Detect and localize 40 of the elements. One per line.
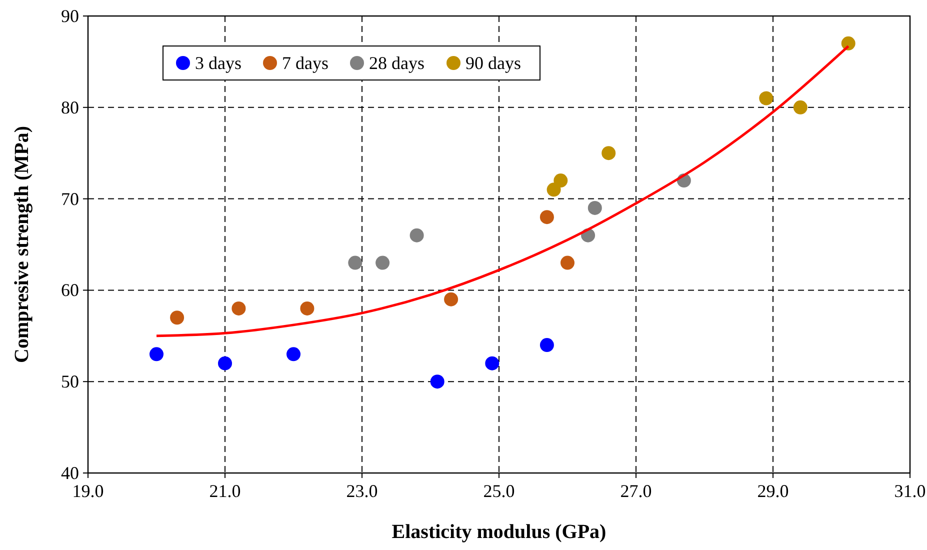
x-tick-label: 25.0 — [483, 481, 515, 501]
point — [554, 174, 568, 188]
legend-label: 28 days — [369, 53, 424, 73]
y-tick-label: 50 — [61, 372, 79, 392]
x-tick-label: 21.0 — [209, 481, 241, 501]
y-tick-label: 70 — [61, 188, 79, 209]
x-tick-label: 19.0 — [72, 481, 104, 501]
point — [376, 256, 390, 270]
point — [841, 36, 856, 50]
y-tick-label: 60 — [61, 280, 79, 300]
point — [540, 210, 554, 224]
point — [759, 91, 774, 106]
x-tick-label: 23.0 — [346, 481, 378, 501]
x-tick-label: 29.0 — [757, 481, 789, 501]
y-tick-label: 40 — [61, 463, 79, 483]
legend-label: 90 days — [466, 53, 521, 73]
x-tick-label: 31.0 — [894, 481, 926, 501]
point — [286, 347, 300, 362]
legend-label: 7 days — [282, 53, 328, 73]
y-tick-label: 90 — [61, 6, 79, 26]
point — [485, 356, 500, 370]
point — [300, 301, 314, 316]
point — [348, 256, 362, 270]
point — [150, 347, 164, 362]
point — [444, 292, 458, 306]
point — [430, 374, 444, 389]
point — [560, 256, 574, 270]
x-axis-title: Elasticity modulus (GPa) — [392, 521, 606, 543]
point — [232, 301, 246, 316]
y-tick-label: 80 — [61, 97, 79, 118]
x-tick-label: 27.0 — [620, 481, 652, 501]
point — [410, 228, 424, 242]
point — [170, 310, 184, 325]
point — [793, 100, 808, 114]
point — [602, 146, 616, 160]
point — [218, 356, 232, 370]
point — [588, 200, 602, 215]
point — [540, 338, 554, 352]
legend-label: 3 days — [195, 53, 242, 73]
y-axis-title: Compresive strength (MPa) — [11, 126, 33, 363]
